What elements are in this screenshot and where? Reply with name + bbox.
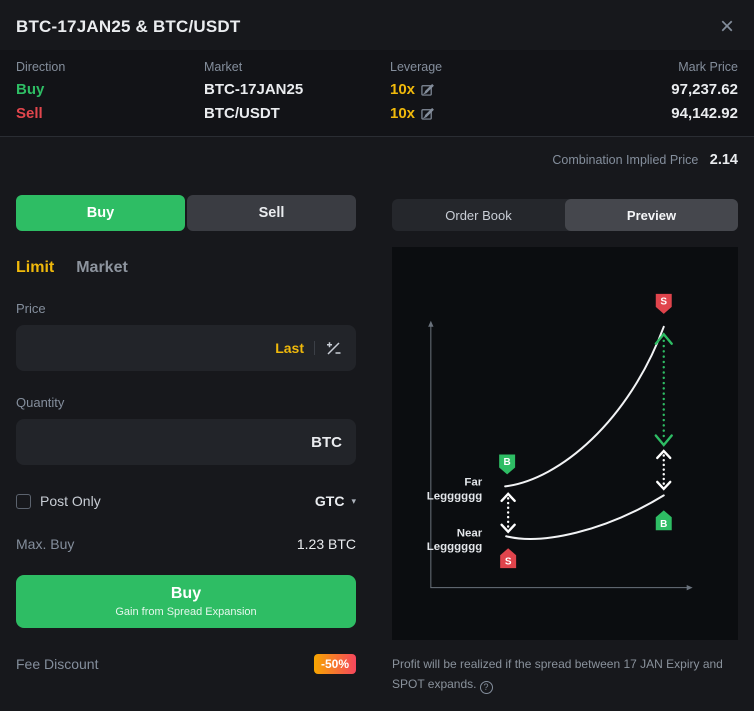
fee-discount-label: Fee Discount [16,656,99,672]
sell-side-tab[interactable]: Sell [187,195,356,231]
left-spread-arrow [500,492,516,534]
right-spread-arrow [656,449,672,491]
svg-text:B: B [504,457,511,468]
tif-dropdown[interactable]: GTC ▾ [315,493,356,509]
edit-leverage-icon[interactable] [421,83,434,96]
input-divider [314,341,315,355]
spread-preview-chart: S B S B Far Legg [392,247,738,640]
footnote-text: Profit will be realized if the spread be… [392,657,723,691]
market-near-leg: BTC/USDT [204,105,280,122]
max-buy-row: Max. Buy 1.23 BTC [16,536,356,552]
implied-price-label: Combination Implied Price [552,153,699,167]
max-buy-label: Max. Buy [16,536,75,552]
implied-price-row: Combination Implied Price 2.14 [0,137,754,169]
near-leg-label-line2: Legggggg [427,541,482,553]
near-leg-label-line1: Near [457,527,483,539]
buy-submit-label: Buy [170,585,202,602]
quantity-input-box: BTC [16,419,356,465]
column-header-mark-price: Mark Price [678,60,738,74]
price-label: Price [16,301,46,316]
post-only-label: Post Only [40,493,101,509]
order-type-tabs: Limit Market [16,259,356,277]
buy-badge-near-right: B [655,510,672,531]
last-price-button[interactable]: Last [275,340,304,356]
implied-price-value: 2.14 [709,152,738,168]
mark-price-far-leg: 97,237.62 [671,81,738,98]
post-only-checkbox[interactable] [16,493,31,509]
question-icon[interactable]: ? [479,680,493,694]
price-input-box: Last [16,325,356,371]
buy-badge-far-left: B [499,454,516,475]
tab-market[interactable]: Market [76,259,128,276]
modal-header: BTC-17JAN25 & BTC/USDT × [0,0,754,50]
tab-preview[interactable]: Preview [565,199,738,231]
spread-expansion-arrow [654,332,673,447]
buy-side-tab[interactable]: Buy [16,195,185,231]
section-divider [0,136,754,137]
column-header-leverage: Leverage [390,60,443,74]
order-form: Buy Sell Limit Market Price Last Quantit… [16,169,356,711]
preview-panel: Order Book Preview [392,169,738,711]
tab-limit[interactable]: Limit [16,259,55,276]
price-input[interactable] [30,325,217,371]
far-leg-label-line2: Legggggg [427,490,482,502]
leverage-near-leg: 10x [390,105,550,122]
tab-order-book[interactable]: Order Book [445,207,512,223]
fee-discount-row: Fee Discount -50% [16,654,356,674]
svg-text:S: S [660,296,667,307]
pair-summary-section: Direction Market Leverage Mark Price Buy… [0,50,754,136]
chart-axes [428,320,693,591]
market-far-leg: BTC-17JAN25 [204,81,304,98]
leverage-value: 10x [390,81,416,98]
edit-leverage-icon[interactable] [421,107,434,120]
plus-minus-icon[interactable] [325,340,342,357]
mark-price-near-leg: 94,142.92 [671,105,738,122]
chart-footnote: Profit will be realized if the spread be… [392,655,738,695]
leverage-far-leg: 10x [390,81,550,98]
sell-badge-top-right: S [655,293,672,314]
near-leg-curve [505,494,665,540]
leverage-value: 10x [390,105,416,122]
side-toggle: Buy Sell [16,195,356,231]
chevron-down-icon: ▾ [351,495,356,506]
page-title: BTC-17JAN25 & BTC/USDT [16,17,241,36]
max-buy-value: 1.23 BTC [296,536,356,552]
view-tabs: Order Book Preview [392,199,738,231]
sell-badge-near-left: S [500,548,517,569]
quantity-input[interactable] [30,419,217,465]
fee-discount-badge: -50% [313,654,356,674]
buy-submit-sublabel: Gain from Spread Expansion [115,606,257,618]
direction-sell: Sell [16,105,43,122]
quantity-label: Quantity [16,395,65,410]
direction-buy: Buy [16,81,45,98]
close-icon[interactable]: × [719,13,734,40]
column-header-market: Market [204,60,243,74]
svg-text:S: S [505,557,512,568]
buy-submit-button[interactable]: Buy Gain from Spread Expansion [16,575,356,628]
quantity-unit: BTC [311,433,342,451]
far-leg-label-line1: Far [464,476,482,488]
tif-value: GTC [314,493,345,509]
far-leg-curve [504,325,665,488]
column-header-direction: Direction [16,60,66,74]
svg-text:B: B [660,519,667,530]
post-only-row: Post Only GTC ▾ [16,493,356,509]
